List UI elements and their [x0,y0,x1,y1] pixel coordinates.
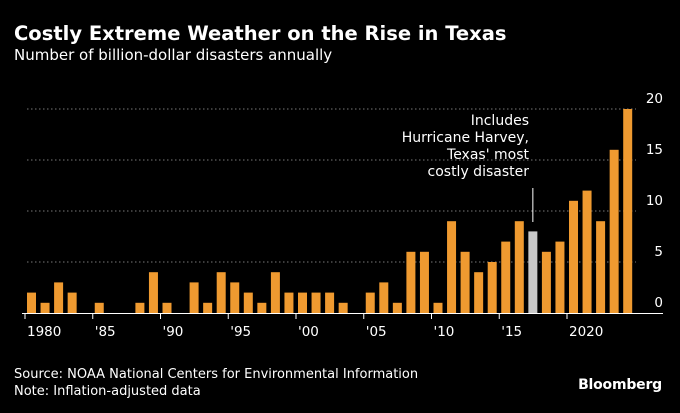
bar [379,282,389,313]
bar [135,302,145,313]
y-tick-label: 10 [646,193,663,209]
bar [392,302,402,313]
annotation-line: costly disaster [428,164,530,180]
chart-subtitle: Number of billion-dollar disasters annua… [14,46,333,64]
bar [460,251,470,313]
bar [203,302,213,313]
bar [27,292,36,313]
inflation-note: Note: Inflation-adjusted data [14,384,201,399]
bar [94,302,104,313]
bar [609,149,619,313]
bar [596,221,606,313]
x-tick-label: '15 [501,324,522,340]
bar [148,272,158,313]
annotation-line: Hurricane Harvey, [402,130,529,146]
chart-title: Costly Extreme Weather on the Rise in Te… [14,22,507,45]
annotation-line: Includes [471,113,529,129]
bar [243,292,253,313]
bar [298,292,307,313]
x-tick-label: '05 [366,324,387,340]
bar [487,262,497,313]
bar [338,302,348,313]
y-tick-label: 20 [646,91,663,107]
bar [40,302,50,313]
bar [216,272,226,313]
y-tick-label: 15 [646,142,663,158]
source-note: Source: NOAA National Centers for Enviro… [14,367,419,382]
x-axis-ticks: 1980 '85 '90 '95 '00 '05 '10 '15 2020 [22,313,663,340]
bar [447,221,457,313]
bar [257,302,267,313]
bar [501,241,511,313]
x-tick-label: '95 [230,324,251,340]
bars-group [27,109,633,314]
x-tick-label: '90 [163,324,184,340]
annotation-line: Texas' most [446,147,529,163]
x-tick-label: '10 [434,324,455,340]
bar [514,221,524,313]
x-tick-label: '00 [298,324,319,340]
x-tick-label: 2020 [569,324,603,340]
bar [623,109,633,313]
bar [582,190,592,313]
x-tick-label: 1980 [27,324,61,340]
bar [474,272,484,313]
bar [419,251,429,313]
grid-lines [27,108,636,263]
y-tick-label: 5 [654,244,663,260]
bar-highlight [528,231,538,313]
bar [365,292,375,313]
bar [54,282,64,313]
x-tick-label: '85 [95,324,116,340]
bar [270,272,280,313]
bar [406,251,416,313]
bar [541,251,551,313]
bar [230,282,240,313]
bar [67,292,77,313]
bar [325,292,335,313]
bar [162,302,172,313]
bar [569,200,578,313]
bar [189,282,199,313]
bar [284,292,294,313]
bar [311,292,321,313]
bar [433,302,443,313]
bloomberg-logo: Bloomberg [578,377,662,393]
y-axis-ticks: 0 5 10 15 20 [646,91,663,311]
y-tick-label: 0 [654,295,663,311]
bar [555,241,565,313]
